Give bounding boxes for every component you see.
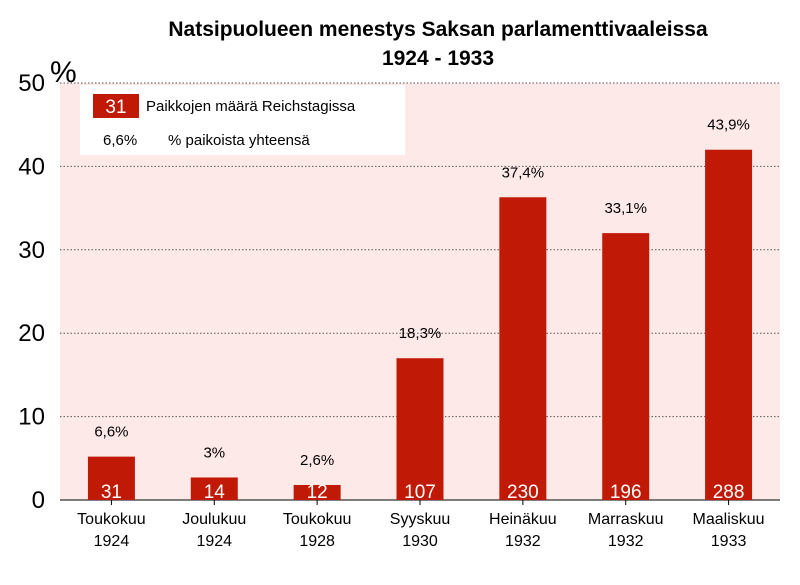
legend-percent-sample: 6,6% [103, 132, 137, 149]
bar-seat-label: 288 [713, 482, 745, 503]
y-axis-unit: % [50, 56, 77, 89]
bar-seat-label: 14 [204, 482, 226, 503]
x-tick-label: Joulukuu [182, 511, 246, 528]
x-tick-label: Maaliskuu [693, 511, 765, 528]
x-tick-label: Syyskuu [390, 511, 450, 528]
legend-seat-label: Paikkojen määrä Reichstagissa [146, 98, 356, 115]
bar-percent-label: 18,3% [399, 325, 442, 342]
bar-percent-label: 2,6% [300, 452, 334, 469]
bar-percent-label: 6,6% [94, 424, 128, 441]
bar [293, 484, 341, 500]
x-tick-label: Toukokuu [77, 511, 146, 528]
bar-percent-label: 3% [203, 444, 225, 461]
y-tick-label: 20 [18, 320, 45, 347]
x-tick-label-year: 1924 [196, 533, 232, 550]
chart-title: Natsipuolueen menestys Saksan parlamentt… [168, 18, 708, 41]
bar-percent-label: 33,1% [604, 200, 647, 217]
x-tick-label-year: 1928 [299, 533, 335, 550]
bar [499, 197, 547, 500]
plot-area: 0 10 20 30 40 50 31 6,6% Toukokuu 1924 14 3% Jouluku… [18, 70, 780, 550]
bar [190, 477, 238, 500]
bar-seat-label: 196 [610, 482, 642, 503]
legend-seat-sample: 31 [105, 97, 126, 118]
legend-seat-swatch [93, 94, 139, 118]
x-tick-label: Heinäkuu [489, 511, 557, 528]
y-tick-label: 10 [18, 404, 45, 431]
x-tick-label: Toukokuu [283, 511, 352, 528]
bar-seat-label: 107 [404, 482, 436, 503]
bar [87, 456, 135, 500]
bar-seat-label: 230 [507, 482, 539, 503]
x-tick-label-year: 1933 [711, 533, 747, 550]
y-tick-label: 0 [32, 487, 45, 514]
bar [705, 149, 753, 500]
chart-subtitle: 1924 - 1933 [382, 47, 494, 70]
x-tick-label-year: 1932 [608, 533, 644, 550]
x-tick-label-year: 1930 [402, 533, 438, 550]
legend-percent-label: % paikoista yhteensä [168, 132, 310, 149]
bar [396, 358, 444, 500]
bar-percent-label: 43,9% [707, 117, 750, 134]
x-tick-label: Marraskuu [588, 511, 664, 528]
legend: 31 Paikkojen määrä Reichstagissa 6,6% % pai… [80, 85, 405, 155]
x-tick-label-year: 1924 [94, 533, 130, 550]
y-tick-label: 30 [18, 237, 45, 264]
bar [602, 233, 650, 500]
y-tick-label: 40 [18, 153, 45, 180]
bar-seat-label: 31 [101, 482, 122, 503]
bar-seat-label: 12 [307, 482, 328, 503]
y-tick-label: 50 [18, 70, 45, 97]
bar-percent-label: 37,4% [502, 164, 545, 181]
x-tick-label-year: 1932 [505, 533, 541, 550]
